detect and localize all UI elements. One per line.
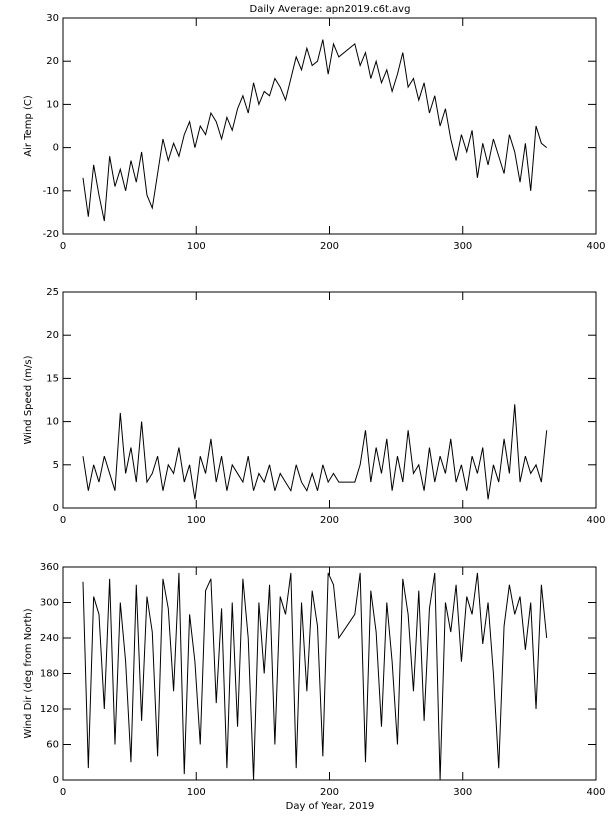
y-axis-label: Wind Dir (deg from North) <box>23 608 34 738</box>
y-tick-label: 15 <box>46 373 59 384</box>
plot-frame <box>62 291 597 509</box>
x-tick-label: 0 <box>60 515 66 526</box>
x-tick-label: 400 <box>586 787 605 798</box>
y-tick-label: 0 <box>53 143 59 154</box>
y-tick-label: 240 <box>40 633 59 644</box>
chart-title: Daily Average: apn2019.c6t.avg <box>250 4 411 15</box>
data-line <box>82 572 548 781</box>
y-tick-label: 360 <box>40 562 59 573</box>
y-tick-label: 60 <box>46 740 59 751</box>
plot-frame <box>62 566 597 781</box>
x-tick-label: 200 <box>320 241 339 252</box>
data-line <box>82 404 548 500</box>
y-tick-label: 180 <box>40 669 59 680</box>
x-axis-label: Day of Year, 2019 <box>286 801 375 812</box>
y-axis-label: Air Temp (C) <box>23 95 34 157</box>
data-line <box>82 39 548 222</box>
y-axis-label: Wind Speed (m/s) <box>23 355 34 444</box>
y-tick-label: -20 <box>43 229 59 240</box>
y-tick-label: 20 <box>46 56 59 67</box>
x-tick-label: 0 <box>60 241 66 252</box>
y-tick-label: 0 <box>53 503 59 514</box>
x-tick-label: 400 <box>586 515 605 526</box>
x-tick-label: 300 <box>453 241 472 252</box>
y-tick-label: 25 <box>46 287 59 298</box>
y-tick-label: 10 <box>46 417 59 428</box>
x-tick-label: 100 <box>187 787 206 798</box>
x-tick-label: 100 <box>187 241 206 252</box>
y-tick-label: 5 <box>53 460 59 471</box>
y-tick-label: 10 <box>46 99 59 110</box>
x-tick-label: 400 <box>586 241 605 252</box>
y-tick-label: 0 <box>53 775 59 786</box>
x-tick-label: 200 <box>320 515 339 526</box>
x-tick-label: 300 <box>453 515 472 526</box>
x-tick-label: 300 <box>453 787 472 798</box>
y-tick-label: 300 <box>40 598 59 609</box>
y-tick-label: 120 <box>40 704 59 715</box>
y-tick-label: 30 <box>46 13 59 24</box>
x-tick-label: 0 <box>60 787 66 798</box>
y-tick-label: -10 <box>43 186 59 197</box>
plot-frame <box>62 17 597 235</box>
x-tick-label: 100 <box>187 515 206 526</box>
x-tick-label: 200 <box>320 787 339 798</box>
y-tick-label: 20 <box>46 330 59 341</box>
